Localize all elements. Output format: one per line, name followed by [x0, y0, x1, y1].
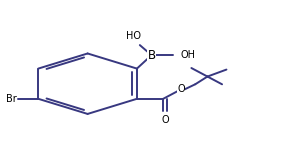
Text: O: O [177, 84, 185, 94]
Text: OH: OH [181, 50, 196, 60]
Text: HO: HO [126, 31, 142, 41]
Text: B: B [147, 49, 156, 62]
Text: Br: Br [6, 94, 16, 104]
Text: O: O [161, 115, 169, 125]
